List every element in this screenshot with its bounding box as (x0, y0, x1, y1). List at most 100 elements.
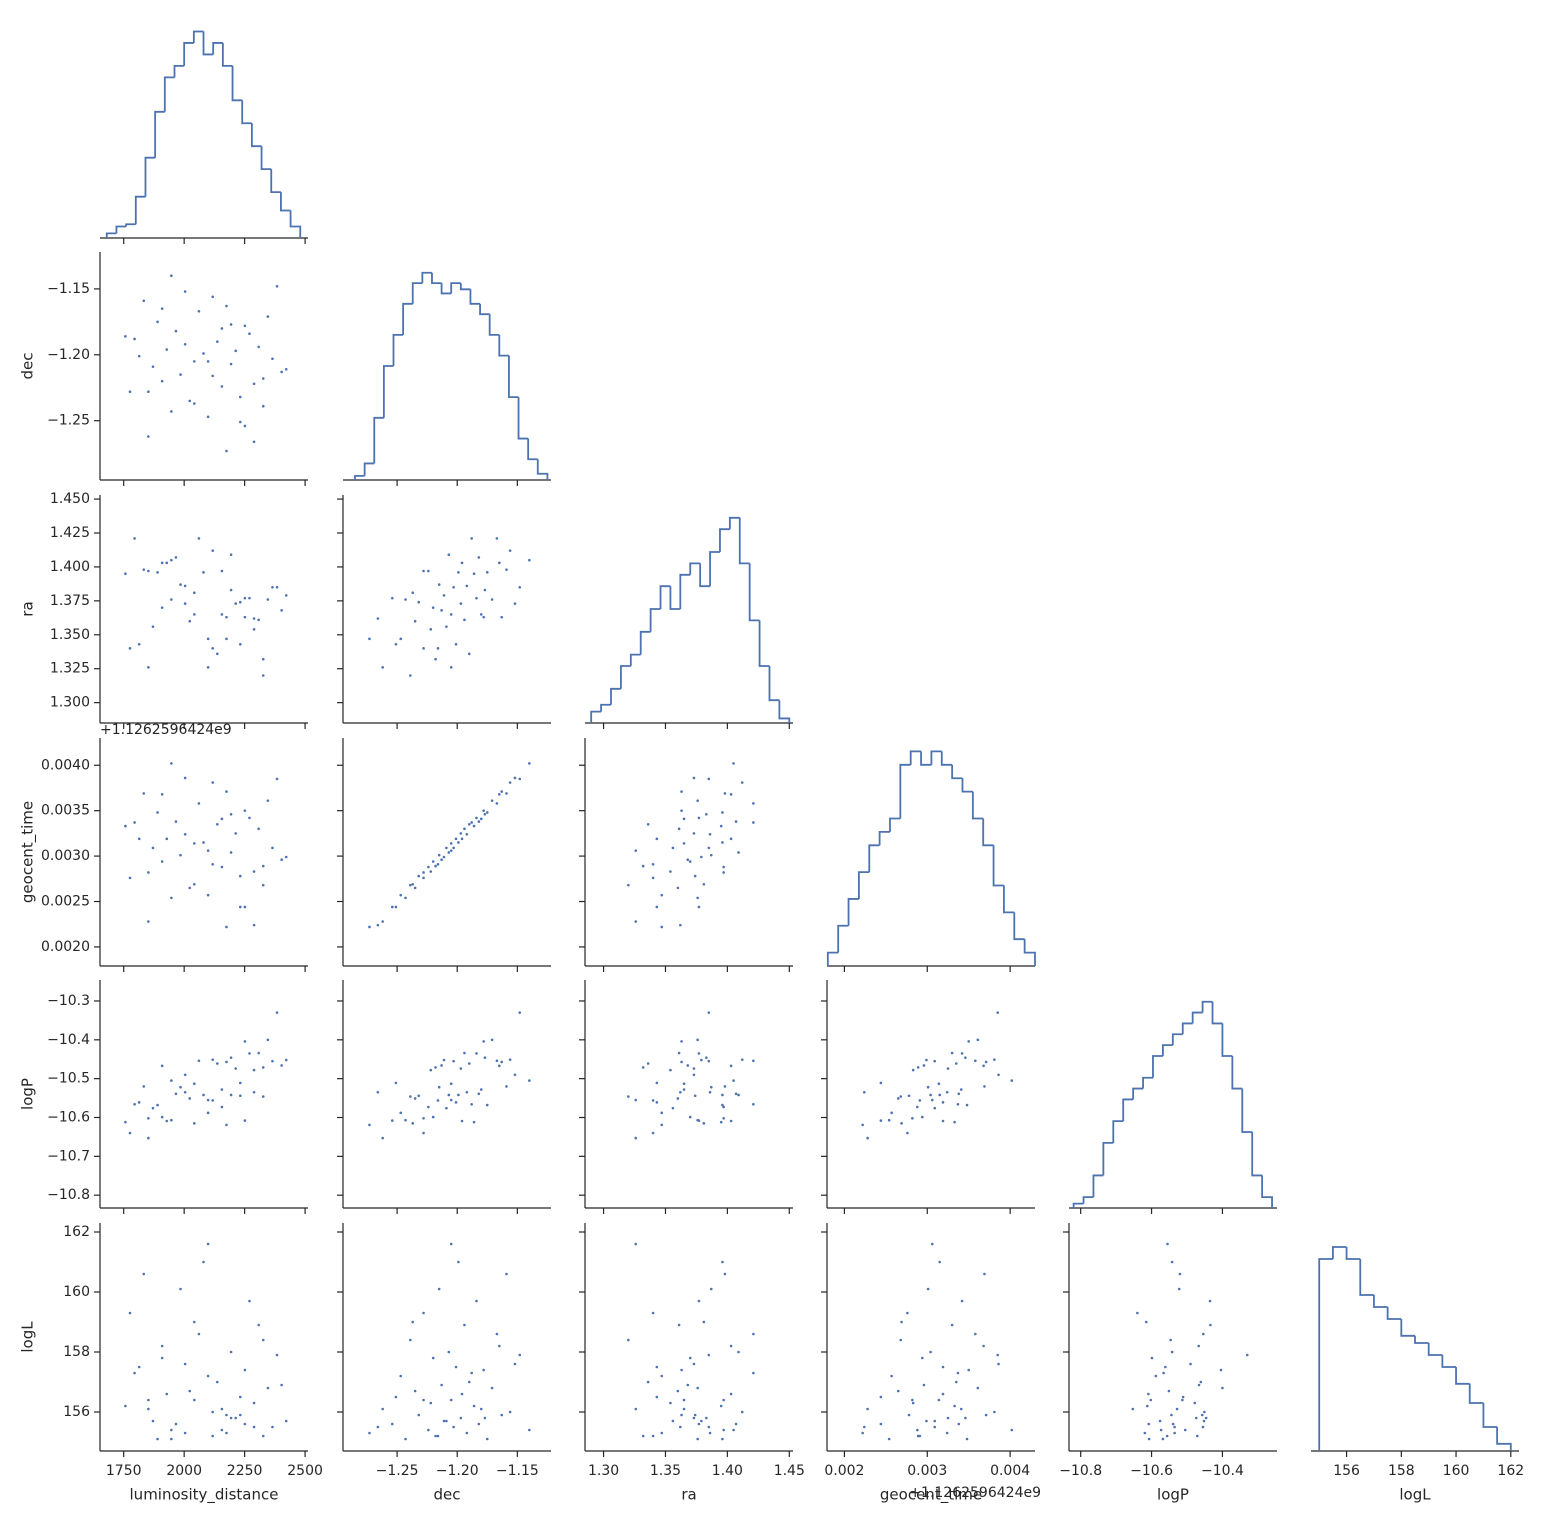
scatter-point (692, 1362, 696, 1366)
scatter-point (179, 583, 182, 586)
scatter-point (485, 1103, 489, 1107)
hist-step (508, 355, 519, 398)
scatter-point (1149, 1398, 1153, 1402)
scatter-point (920, 1356, 924, 1360)
y-tick-label: −10.5 (47, 1071, 90, 1087)
scatter-point (183, 1362, 187, 1366)
scatter-point (284, 367, 288, 371)
scatter-point (452, 585, 455, 589)
scatter-point (911, 1401, 915, 1405)
scatter-point (238, 395, 242, 399)
scatter-point (956, 1371, 960, 1375)
scatter-point (234, 832, 237, 835)
scatter-point (183, 1090, 187, 1094)
hist-step (1211, 1001, 1223, 1025)
scatter-point (452, 1425, 455, 1429)
x-tick-label: 1.40 (712, 1463, 743, 1479)
scatter-point (261, 1095, 265, 1098)
scatter-point (475, 1052, 478, 1055)
scatter-point (275, 1011, 279, 1014)
scatter-point (957, 1422, 961, 1426)
scatter-point (160, 1344, 164, 1348)
scatter-point (225, 790, 228, 793)
scatter-point (437, 583, 441, 586)
scatter-point (660, 1374, 664, 1378)
scatter-point (216, 340, 219, 343)
x-tick-label: 160 (1443, 1463, 1470, 1479)
scatter-point (721, 1103, 724, 1107)
hist-step (590, 710, 602, 723)
scatter-point (671, 1419, 675, 1423)
scatter-point (411, 882, 415, 886)
scatter-point (229, 588, 233, 592)
scatter-point (954, 1380, 958, 1384)
scatter-point (183, 584, 187, 588)
scatter-point (183, 602, 187, 605)
scatter-point (926, 1085, 930, 1089)
scatter-point (404, 1118, 407, 1122)
scatter-point (252, 628, 256, 631)
scatter-point (220, 569, 224, 573)
scatter-point (216, 1380, 219, 1384)
scatter-point (429, 870, 433, 873)
scatter-point (197, 537, 201, 540)
hist-step (363, 462, 375, 476)
scatter-point (206, 893, 210, 897)
hist-step (1013, 912, 1025, 941)
scatter-point (381, 666, 384, 669)
scatter-point (197, 310, 201, 313)
scatter-point (627, 883, 630, 887)
scatter-point (879, 1395, 883, 1399)
scatter-point (434, 864, 437, 868)
scatter-point (170, 274, 173, 278)
x-tick-label: 1.35 (650, 1463, 681, 1479)
scatter-point (238, 420, 242, 424)
hist-step (1122, 1098, 1134, 1122)
scatter-point (655, 1365, 659, 1369)
hist-step (909, 750, 922, 765)
hist-step (878, 830, 890, 846)
scatter-point (457, 1093, 460, 1097)
scatter-point (697, 1422, 701, 1426)
scatter-point (700, 855, 703, 859)
scatter-point (702, 882, 706, 886)
scatter-point (434, 1066, 437, 1069)
scatter-point (193, 613, 196, 616)
scatter-point (376, 617, 380, 620)
hist-step (1441, 1355, 1457, 1368)
scatter-point (284, 1058, 288, 1062)
scatter-point (128, 647, 132, 650)
scatter-point (436, 1099, 440, 1102)
scatter-point (275, 777, 279, 781)
scatter-point (660, 1111, 664, 1115)
scatter-point (702, 1320, 706, 1324)
scatter-point (394, 642, 398, 646)
hist-step (951, 764, 963, 780)
scatter-point (505, 792, 508, 795)
scatter-point (1193, 1401, 1197, 1405)
scatter-point (225, 304, 228, 308)
scatter-point (206, 849, 210, 852)
scatter-point (225, 637, 228, 641)
scatter-point (472, 1404, 476, 1408)
scatter-point (275, 585, 279, 589)
scatter-point (1195, 1434, 1199, 1438)
offset-text: +1.1262596424e9 (909, 1485, 1041, 1501)
scatter-point (740, 1410, 744, 1414)
scatter-point (147, 871, 150, 874)
scatter-point (911, 1398, 914, 1402)
scatter-point (692, 1067, 696, 1070)
scatter-point (732, 1428, 735, 1432)
hist-step (610, 687, 621, 705)
scatter-point (460, 561, 464, 565)
scatter-point (627, 1095, 630, 1098)
scatter-point (124, 824, 127, 828)
hist-step (392, 334, 404, 366)
scatter-point (734, 1092, 738, 1096)
hist-step (940, 751, 953, 766)
scatter-point (381, 920, 384, 923)
scatter-point (680, 1368, 683, 1372)
scatter-point (437, 853, 441, 857)
scatter-point (156, 571, 159, 574)
scatter-point (160, 307, 164, 310)
